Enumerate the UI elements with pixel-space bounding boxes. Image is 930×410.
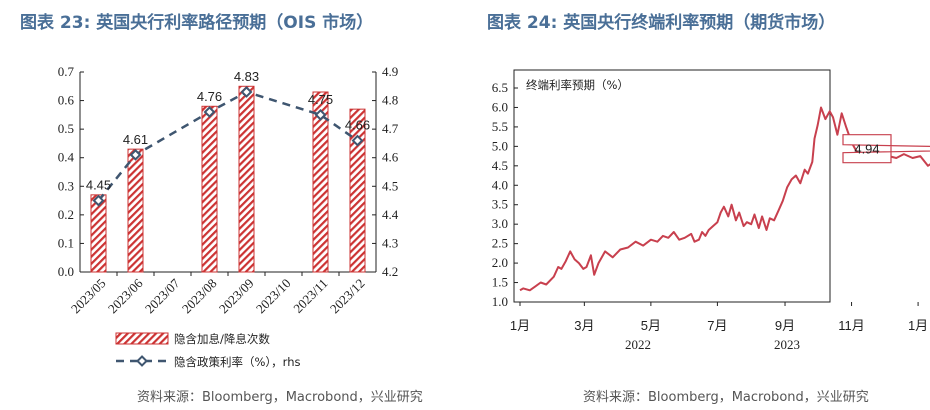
x-tick-label: 2023/08 — [179, 276, 220, 317]
source-right: 资料来源：Bloomberg，Macrobond，兴业研究 — [583, 390, 869, 405]
y-tick-label: 5.0 — [492, 138, 508, 153]
bar — [349, 108, 366, 273]
data-label: 4.61 — [123, 132, 148, 147]
left-y-tick-label: 0.4 — [58, 150, 75, 165]
y-tick-label: 3.5 — [492, 197, 508, 212]
right-y-tick-label: 4.3 — [382, 235, 398, 250]
bar — [312, 91, 329, 273]
bar — [238, 85, 255, 273]
y-tick-label: 1.0 — [492, 294, 508, 309]
legend-bar-swatch — [115, 332, 169, 345]
y-tick-label: 4.0 — [492, 177, 508, 192]
y-tick-label: 1.5 — [492, 275, 508, 290]
y-tick-label: 3.0 — [492, 216, 508, 231]
policy-rate-line — [97, 90, 359, 202]
policy-rate-marker — [129, 148, 142, 161]
x-tick-label: 9月 — [775, 318, 795, 333]
x-tick-label: 5月 — [641, 318, 661, 333]
right-y-tick-label: 4.2 — [382, 264, 398, 279]
left-y-tick-label: 0.5 — [58, 121, 74, 136]
terminal-rate-line — [519, 106, 930, 292]
legend-bar-label: 隐含加息/降息次数 — [174, 332, 270, 346]
policy-rate-marker — [92, 194, 105, 207]
callout-box — [842, 134, 930, 164]
x-tick-label: 2023/07 — [142, 275, 183, 316]
right-y-tick-label: 4.4 — [382, 207, 399, 222]
data-label: 4.76 — [197, 89, 222, 104]
left-y-tick-label: 0.6 — [58, 93, 75, 108]
data-label: 4.75 — [308, 92, 333, 107]
right-y-tick-label: 4.6 — [382, 150, 399, 165]
y-tick-label: 5.5 — [492, 119, 508, 134]
x-tick-label: 1月 — [908, 318, 928, 333]
left-y-tick-label: 0.1 — [58, 235, 74, 250]
data-label: 4.83 — [234, 69, 259, 84]
plot-frame — [513, 69, 831, 303]
y-tick-label: 4.5 — [492, 158, 508, 173]
left-y-tick-label: 0.7 — [58, 64, 75, 79]
policy-rate-marker — [203, 106, 216, 118]
legend-line-marker — [136, 355, 148, 367]
y-tick-label: 6.5 — [492, 80, 508, 95]
right-y-tick-label: 4.5 — [382, 178, 398, 193]
right-y-tick-label: 4.9 — [382, 64, 398, 79]
left-chart: 0.0 0.1 0.2 0.3 0.4 0.5 0.6 0.7 4.2 4.3 4.4 4.5 4.6 4… — [58, 64, 399, 369]
legend-line-label: 隐含政策利率（%），rhs — [174, 355, 300, 369]
bar — [201, 105, 218, 273]
data-label: 4.66 — [345, 118, 370, 133]
right-chart: 1.0 1.5 2.0 2.5 3.0 3.5 4.0 4.5 5.0 5.5 6.0 6.5 1月 3月… — [492, 69, 930, 352]
x-tick-label: 2023/05 — [68, 276, 109, 317]
x-tick-label: 2023/06 — [105, 275, 146, 316]
year-label: 2022 — [625, 337, 651, 352]
source-left: 资料来源：Bloomberg，Macrobond，兴业研究 — [137, 390, 423, 405]
y-tick-label: 2.0 — [492, 255, 508, 270]
data-label: 4.45 — [86, 178, 111, 193]
y-axis-title: 终端利率预期（%） — [526, 78, 629, 92]
right-y-tick-label: 4.7 — [382, 121, 399, 136]
policy-rate-marker — [351, 134, 364, 147]
x-tick-label: 3月 — [574, 318, 594, 333]
left-y-tick-label: 0.3 — [58, 178, 74, 193]
y-tick-label: 6.0 — [492, 99, 508, 114]
left-y-tick-label: 0.2 — [58, 207, 74, 222]
callout-value: 4.94 — [854, 142, 879, 157]
left-y-tick-label: 0.0 — [58, 264, 74, 279]
chart-title-left: 图表 23: 英国央行利率路径预期（OIS 市场） — [20, 13, 374, 33]
policy-rate-marker — [240, 86, 253, 98]
y-tick-label: 2.5 — [492, 236, 508, 251]
year-label: 2023 — [774, 337, 800, 352]
bar — [127, 148, 144, 273]
right-y-tick-label: 4.8 — [382, 93, 398, 108]
x-tick-label: 2023/11 — [290, 276, 330, 316]
x-tick-label: 2023/10 — [253, 276, 294, 317]
x-tick-label: 2023/12 — [327, 276, 368, 317]
x-tick-label: 7月 — [707, 318, 727, 333]
x-tick-label: 11月 — [838, 318, 865, 333]
x-tick-label: 1月 — [510, 318, 530, 333]
chart-title-right: 图表 24: 英国央行终端利率预期（期货市场） — [487, 13, 836, 33]
policy-rate-marker — [314, 108, 327, 121]
x-tick-label: 2023/09 — [216, 276, 257, 317]
